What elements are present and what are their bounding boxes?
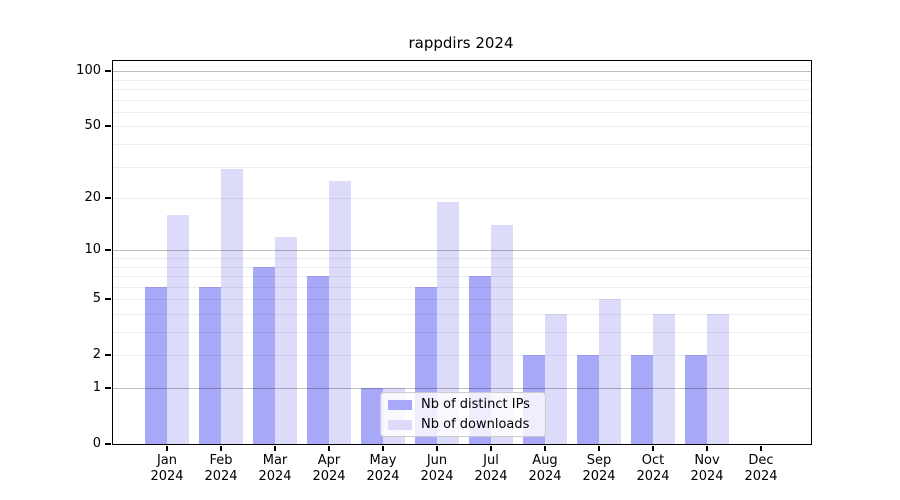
- x-tick-label-nov: Nov 2024: [690, 453, 724, 484]
- x-tick-label-dec: Dec 2024: [744, 453, 778, 484]
- legend-item-downloads: Nb of downloads: [388, 417, 538, 433]
- x-tick-label-jan: Jan 2024: [150, 453, 184, 484]
- y-tick-label-5: 5: [92, 291, 101, 307]
- y-tick-5: [105, 298, 111, 301]
- bar-nb-of-distinct-ips-oct: [631, 355, 653, 444]
- legend-label-downloads: Nb of downloads: [421, 416, 530, 432]
- gridline-minor-50: [113, 126, 811, 128]
- y-tick-20: [105, 197, 111, 199]
- y-tick-100: [105, 70, 111, 73]
- y-tick-label-10: 10: [84, 242, 101, 258]
- legend: Nb of distinct IPs Nb of downloads: [380, 392, 546, 437]
- bar-nb-of-downloads-nov: [707, 313, 729, 444]
- x-tick-label-may: May 2024: [366, 453, 400, 484]
- plot-area: Nb of distinct IPs Nb of downloads 0 1 2 5 1…: [76, 60, 812, 484]
- y-tick-label-1: 1: [92, 380, 101, 395]
- x-tick-apr: [328, 445, 330, 451]
- gridline-minor-20: [113, 198, 811, 200]
- bar-nb-of-downloads-aug: [545, 313, 567, 444]
- bar-nb-of-distinct-ips-nov: [685, 355, 707, 444]
- y-tick-2: [105, 354, 111, 357]
- legend-swatch-distinct-ips: [388, 399, 412, 410]
- y-tick-label-50: 50: [84, 118, 101, 134]
- y-tick-label-100: 100: [76, 63, 101, 79]
- x-tick-label-mar: Mar 2024: [258, 453, 292, 484]
- bar-nb-of-distinct-ips-jan: [145, 286, 167, 444]
- bar-nb-of-distinct-ips-apr: [307, 276, 329, 444]
- x-tick-label-jul: Jul 2024: [474, 453, 508, 484]
- bar-nb-of-downloads-apr: [329, 180, 351, 444]
- legend-item-distinct-ips: Nb of distinct IPs: [388, 397, 538, 413]
- gridline-minor-30: [113, 166, 811, 168]
- x-tick-label-apr: Apr 2024: [312, 453, 346, 484]
- x-tick-jul: [490, 445, 492, 451]
- legend-swatch-downloads: [388, 419, 412, 430]
- gridline-minor-90: [113, 79, 811, 81]
- legend-label-distinct-ips: Nb of distinct IPs: [421, 396, 530, 412]
- gridline-minor-8: [113, 266, 811, 268]
- y-tick-10: [105, 249, 111, 252]
- gridline-major-100: [113, 71, 811, 73]
- y-tick-label-20: 20: [84, 190, 101, 206]
- bar-nb-of-distinct-ips-may: [361, 388, 383, 444]
- bar-nb-of-downloads-sep: [599, 299, 621, 444]
- x-tick-label-aug: Aug 2024: [528, 453, 562, 484]
- x-tick-may: [382, 445, 384, 451]
- x-tick-label-feb: Feb 2024: [204, 453, 238, 484]
- bar-nb-of-distinct-ips-feb: [199, 286, 221, 444]
- bar-nb-of-distinct-ips-mar: [253, 266, 275, 444]
- y-tick-50: [105, 125, 111, 128]
- x-tick-jan: [166, 445, 168, 451]
- bar-nb-of-downloads-jan: [167, 215, 189, 444]
- bar-nb-of-downloads-feb: [221, 169, 243, 444]
- bar-nb-of-downloads-jun: [437, 202, 459, 444]
- y-tick-1: [105, 387, 111, 389]
- x-tick-feb: [220, 445, 222, 451]
- gridline-minor-40: [113, 144, 811, 146]
- y-tick-label-0: 0: [92, 436, 101, 451]
- x-tick-oct: [652, 445, 654, 451]
- y-tick-0: [105, 443, 111, 445]
- x-tick-sep: [598, 445, 600, 451]
- x-tick-aug: [544, 445, 546, 451]
- x-tick-label-sep: Sep 2024: [582, 453, 616, 484]
- x-tick-jun: [436, 445, 438, 451]
- bar-nb-of-downloads-mar: [275, 236, 297, 444]
- gridline-minor-80: [113, 89, 811, 91]
- x-tick-dec: [760, 445, 762, 451]
- gridline-minor-7: [113, 276, 811, 278]
- bar-nb-of-distinct-ips-sep: [577, 355, 599, 444]
- chart-title: rappdirs 2024: [408, 34, 514, 52]
- x-tick-label-jun: Jun 2024: [420, 453, 454, 484]
- gridline-minor-70: [113, 99, 811, 101]
- y-tick-label-2: 2: [92, 347, 101, 363]
- gridline-minor-9: [113, 258, 811, 259]
- x-tick-label-oct: Oct 2024: [636, 453, 670, 484]
- bar-nb-of-downloads-jul: [491, 225, 513, 444]
- x-tick-nov: [706, 445, 708, 451]
- gridline-minor-60: [113, 111, 811, 113]
- bar-nb-of-downloads-oct: [653, 313, 675, 444]
- gridline-major-10: [113, 250, 811, 252]
- x-tick-mar: [274, 445, 276, 451]
